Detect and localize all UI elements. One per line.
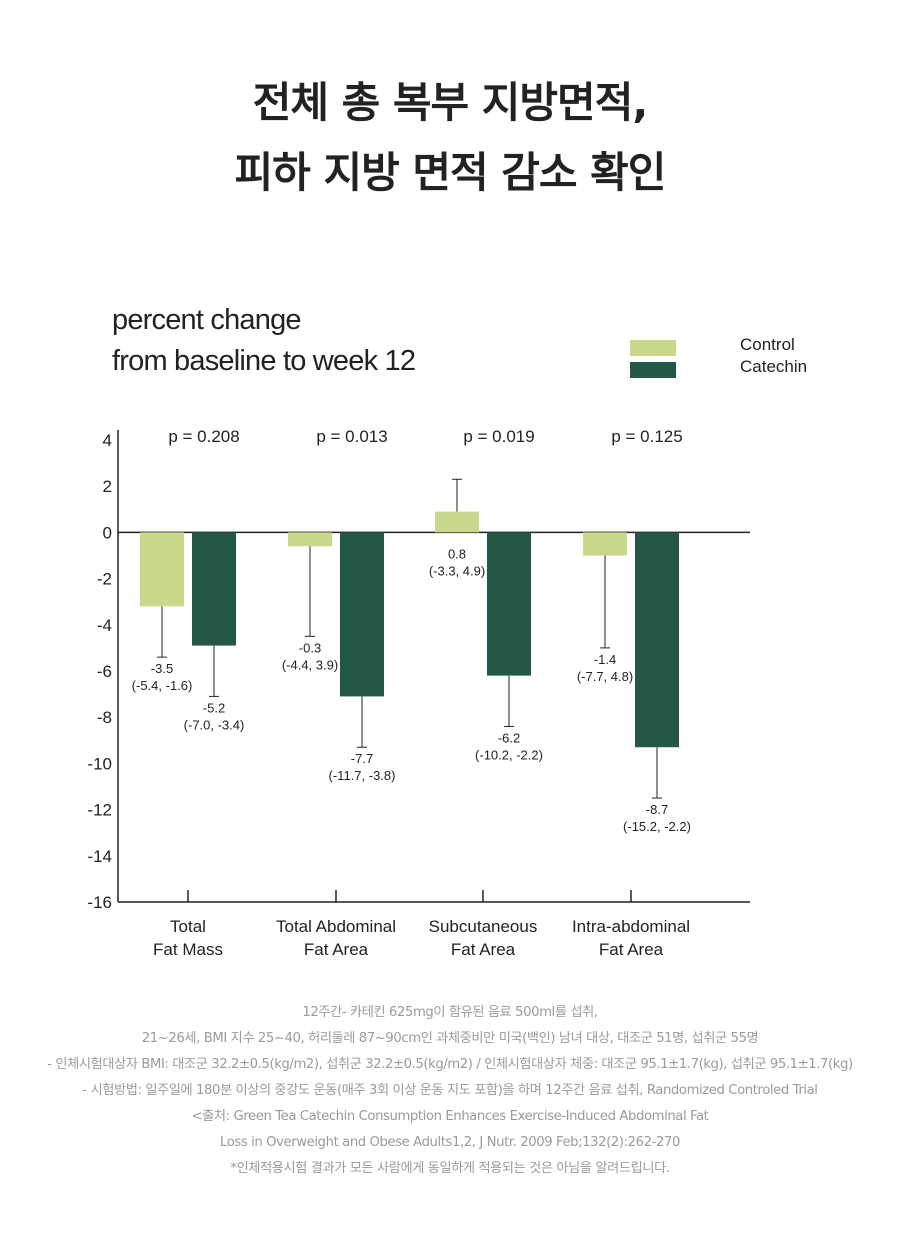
x-category-label: Fat Area [451, 940, 516, 959]
bar-control [583, 532, 627, 556]
footnote-line: - 인체시험대상자 BMI: 대조군 32.2±0.5(kg/m2), 섭취군 … [47, 1057, 853, 1072]
y-tick-label: -4 [97, 616, 112, 635]
x-category-label: Fat Area [304, 940, 369, 959]
data-label-value: -8.7 [646, 802, 668, 817]
bar-control [140, 532, 184, 607]
data-label-value: 0.8 [448, 546, 466, 561]
footnote-line: <출처: Green Tea Catechin Consumption Enha… [191, 1109, 709, 1124]
page-title-line-1: 전체 총 복부 지방면적, [252, 78, 649, 127]
x-category-label: Total Abdominal [276, 917, 396, 936]
y-tick-label: 2 [103, 477, 112, 496]
y-tick-label: 4 [103, 431, 112, 450]
data-label-ci: (-7.7, 4.8) [577, 669, 633, 684]
bar-catechin [635, 532, 679, 748]
y-tick-label: -14 [87, 847, 112, 866]
p-value-label: p = 0.208 [168, 427, 239, 446]
footnote-line: - 시험방법: 일주일에 180분 이상의 중강도 운동(매주 3회 이상 운동… [82, 1083, 818, 1098]
footnote-line: *인체적용시험 결과가 모든 사람에게 동일하게 적용되는 것은 아님을 알려드… [230, 1161, 670, 1176]
y-tick-label: -6 [97, 662, 112, 681]
y-tick-label: -10 [87, 754, 112, 773]
data-label-value: -1.4 [594, 652, 616, 667]
y-tick-label: -8 [97, 708, 112, 727]
x-category-label: Fat Area [599, 940, 664, 959]
legend-swatch-catechin [630, 362, 676, 378]
bar-catechin [487, 532, 531, 676]
y-tick-label: 0 [103, 523, 112, 542]
footnotes: 12주간- 카테킨 625mg이 함유된 음료 500ml를 섭취, 21~26… [0, 1000, 900, 1182]
chart-subtitle-line-1: percent change [112, 304, 302, 336]
y-tick-label: -2 [97, 570, 112, 589]
footnote-line: Loss in Overweight and Obese Adults1,2, … [220, 1135, 680, 1150]
bar-catechin [340, 532, 384, 697]
data-label-value: -5.2 [203, 700, 225, 715]
chart-subtitle: percent change from baseline to week 12 [112, 300, 416, 382]
legend-label-control: Control [740, 335, 795, 354]
p-value-label: p = 0.125 [611, 427, 682, 446]
data-label-value: -3.5 [151, 661, 173, 676]
chart-subtitle-line-2: from baseline to week 12 [112, 345, 416, 377]
legend-label-catechin: Catechin [740, 357, 808, 376]
data-label-value: -6.2 [498, 730, 520, 745]
data-label-ci: (-10.2, -2.2) [475, 747, 543, 762]
data-label-ci: (-3.3, 4.9) [429, 563, 485, 578]
data-label-ci: (-15.2, -2.2) [623, 819, 691, 834]
data-label-value: -7.7 [351, 751, 373, 766]
p-value-label: p = 0.019 [463, 427, 534, 446]
data-label-value: -0.3 [299, 640, 321, 655]
data-label-ci: (-11.7, -3.8) [329, 768, 396, 783]
data-label-ci: (-4.4, 3.9) [282, 657, 338, 672]
x-category-label: Fat Mass [153, 940, 223, 959]
y-tick-label: -16 [87, 893, 112, 912]
bar-catechin [192, 532, 236, 646]
bar-control [435, 511, 479, 533]
x-category-label: Subcutaneous [429, 917, 538, 936]
footnote-line: 21~26세, BMI 지수 25~40, 허리둘레 87~90cm인 과체중비… [141, 1031, 759, 1046]
data-label-ci: (-5.4, -1.6) [132, 678, 193, 693]
x-category-label: Intra-abdominal [572, 917, 690, 936]
legend-swatch-control [630, 340, 676, 356]
page-title-line-2: 피하 지방 면적 감소 확인 [234, 148, 667, 197]
footnote-line: 12주간- 카테킨 625mg이 함유된 음료 500ml를 섭취, [302, 1005, 598, 1020]
y-tick-label: -12 [87, 801, 112, 820]
page-title: 전체 총 복부 지방면적, 피하 지방 면적 감소 확인 [0, 68, 900, 208]
data-label-ci: (-7.0, -3.4) [184, 717, 245, 732]
bar-chart: 4 2 0 -2 -4 -6 -8 -10 -12 -14 -16 Total Fat Mass Tota… [87, 427, 750, 959]
x-category-label: Total [170, 917, 206, 936]
bar-control [288, 532, 332, 547]
p-value-label: p = 0.013 [316, 427, 387, 446]
